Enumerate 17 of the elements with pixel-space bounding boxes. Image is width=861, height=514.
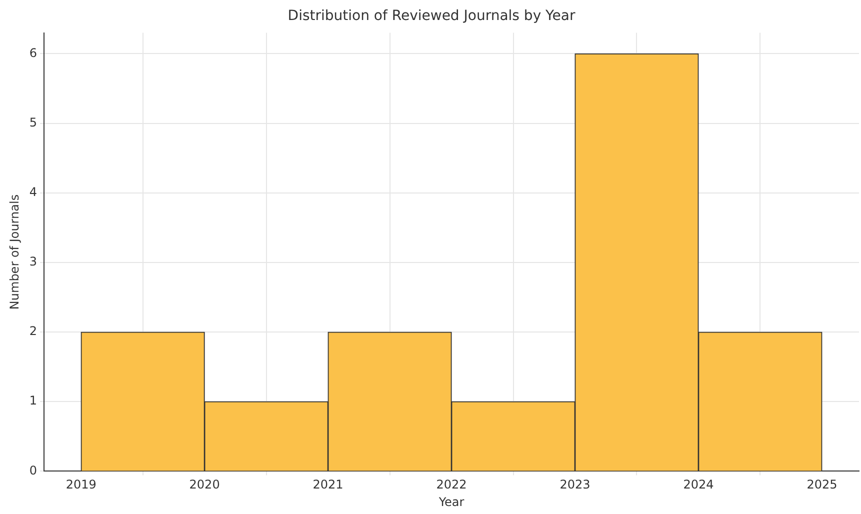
- x-tick-label: 2020: [189, 478, 220, 492]
- x-tick-label: 2023: [560, 478, 590, 492]
- y-tick-label: 2: [29, 324, 38, 338]
- y-axis-title: Number of Journals: [7, 194, 22, 310]
- x-tick-label: 2019: [66, 478, 96, 492]
- x-tick-label: 2022: [436, 478, 467, 492]
- x-axis-title: Year: [438, 494, 464, 509]
- y-tick-label: 3: [29, 254, 38, 269]
- x-tick-label: 2025: [806, 478, 838, 492]
- y-tick-label: 4: [29, 184, 38, 199]
- chart-title: Distribution of Reviewed Journals by Year: [288, 8, 576, 24]
- x-tick-label: 2024: [683, 478, 714, 492]
- y-tick-label: 1: [29, 394, 38, 408]
- x-tick-label: 2021: [312, 478, 344, 492]
- y-tick-label: 5: [29, 115, 38, 130]
- y-tick-label: 6: [29, 46, 38, 60]
- y-tick-label: 0: [29, 463, 38, 478]
